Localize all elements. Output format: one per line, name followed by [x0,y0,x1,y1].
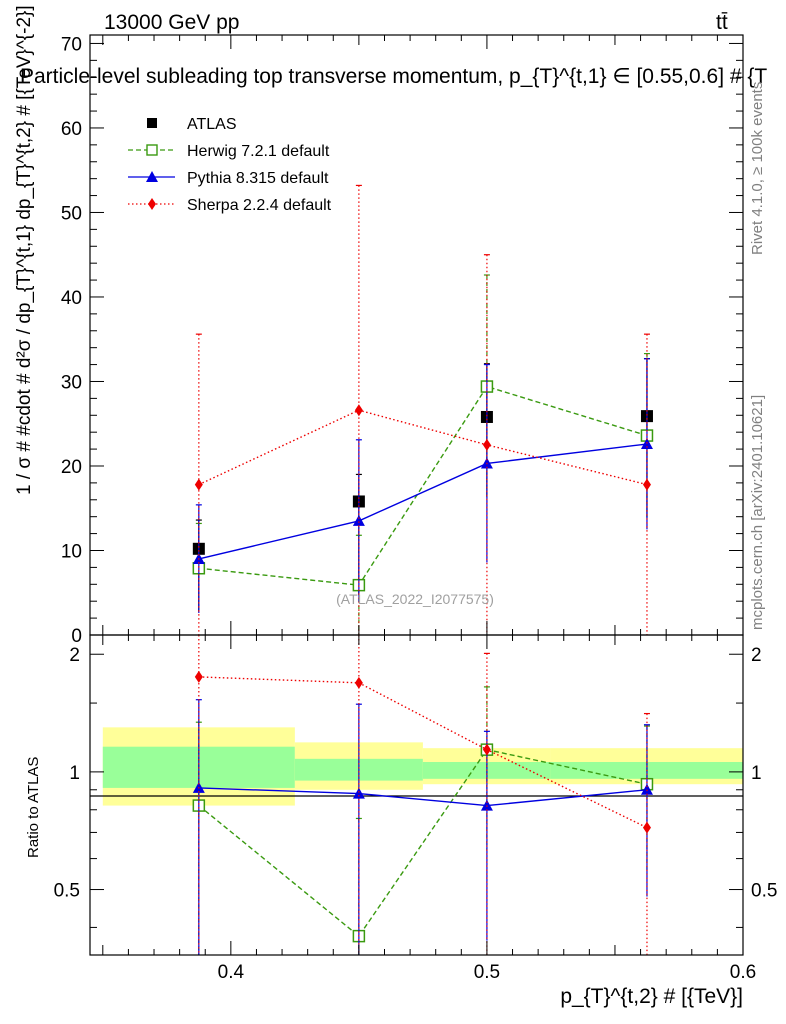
ratio-line-pythia [198,787,648,807]
main-y-tick-label-6: 60 [61,119,82,140]
main-line-pythia [198,443,648,560]
process-label: tt̄ [716,11,728,34]
legend: ATLAS Herwig 7.2.1 default Pythia 8.315 … [128,116,332,214]
x-axis-title: p_{T}^{t,2} # [{TeV}] [560,985,743,1008]
ratio-y-tick-label-2: 2 [69,645,80,666]
main-y-tick-label-2: 20 [61,457,82,478]
ratio-series-herwig [192,686,654,955]
ratio-point-sherpa-2 [482,743,491,756]
ratio-y-tick-label-right-0: 0.5 [751,881,777,902]
axes: 0 10 20 30 40 50 60 70 0.5 0.5 1 1 2 2 0.4 0.5 0.6 [54,34,778,983]
ratio-y-tick-label-right-1: 1 [751,763,762,784]
ratio-point-sherpa-1 [354,676,363,689]
ratio-y-axis-title: Ratio to ATLAS [25,757,42,858]
analysis-watermark: (ATLAS_2022_I2077575) [336,591,494,607]
main-y-tick-label-1: 10 [61,541,82,562]
plot-title: Particle-level subleading top transverse… [20,65,767,88]
ratio-y-tick-label-1: 1 [69,763,80,784]
x-tick-label-0: 0.4 [218,962,245,983]
energy-label: 13000 GeV pp [104,11,239,34]
svg-text:Pythia 8.315 default: Pythia 8.315 default [187,170,329,187]
legend-entry-atlas: ATLAS [147,116,237,133]
svg-text:Herwig 7.2.1 default: Herwig 7.2.1 default [187,143,330,160]
main-y-tick-label-5: 50 [61,203,82,224]
mcplots-source-label: mcplots.cern.ch [arXiv:2401.10621] [749,395,766,630]
main-line-sherpa [198,409,648,486]
ratio-point-sherpa-3 [642,821,651,834]
svg-text:ATLAS: ATLAS [187,116,237,133]
main-point-sherpa-1 [354,404,363,417]
main-series-sherpa [194,184,651,635]
svg-text:Sherpa 2.2.4 default: Sherpa 2.2.4 default [187,197,332,214]
legend-entry-sherpa: Sherpa 2.2.4 default [128,197,332,214]
legend-entry-herwig: Herwig 7.2.1 default [128,143,330,160]
rivet-version-label: Rivet 4.1.0, ≥ 100k events [749,82,766,255]
ratio-y-tick-label-right-2: 2 [751,645,762,666]
ratio-point-pythia-3 [640,783,653,795]
ratio-panel-series [192,635,654,955]
ratio-y-tick-label-0: 0.5 [54,881,80,902]
main-y-tick-label-7: 70 [61,34,82,55]
main-y-axis-title: 1 / σ # #cdot # d²σ / dp_{T}^{t,1} dp_{T… [14,5,35,495]
ratio-panel-frame [89,634,744,956]
x-tick-label-1: 0.5 [474,962,500,983]
main-series-pythia [192,358,653,614]
main-series-herwig [192,274,654,635]
ratio-point-sherpa-0 [194,670,203,683]
ratio-point-pythia-1 [352,787,365,799]
ratio-line-herwig [198,748,648,938]
main-panel-series [192,184,654,635]
main-point-sherpa-2 [482,438,491,451]
legend-entry-pythia: Pythia 8.315 default [128,170,329,187]
x-tick-label-2: 0.6 [730,962,756,983]
main-point-sherpa-3 [642,478,651,491]
main-line-herwig [198,385,648,586]
ratio-series-sherpa [194,635,651,955]
main-point-pythia-1 [352,514,365,526]
ratio-point-pythia-2 [480,799,493,811]
main-point-sherpa-0 [194,478,203,491]
main-y-tick-label-3: 30 [61,372,82,393]
main-y-tick-label-4: 40 [61,288,82,309]
main-y-tick-label-0: 0 [71,626,82,647]
ratio-line-sherpa [198,676,648,829]
